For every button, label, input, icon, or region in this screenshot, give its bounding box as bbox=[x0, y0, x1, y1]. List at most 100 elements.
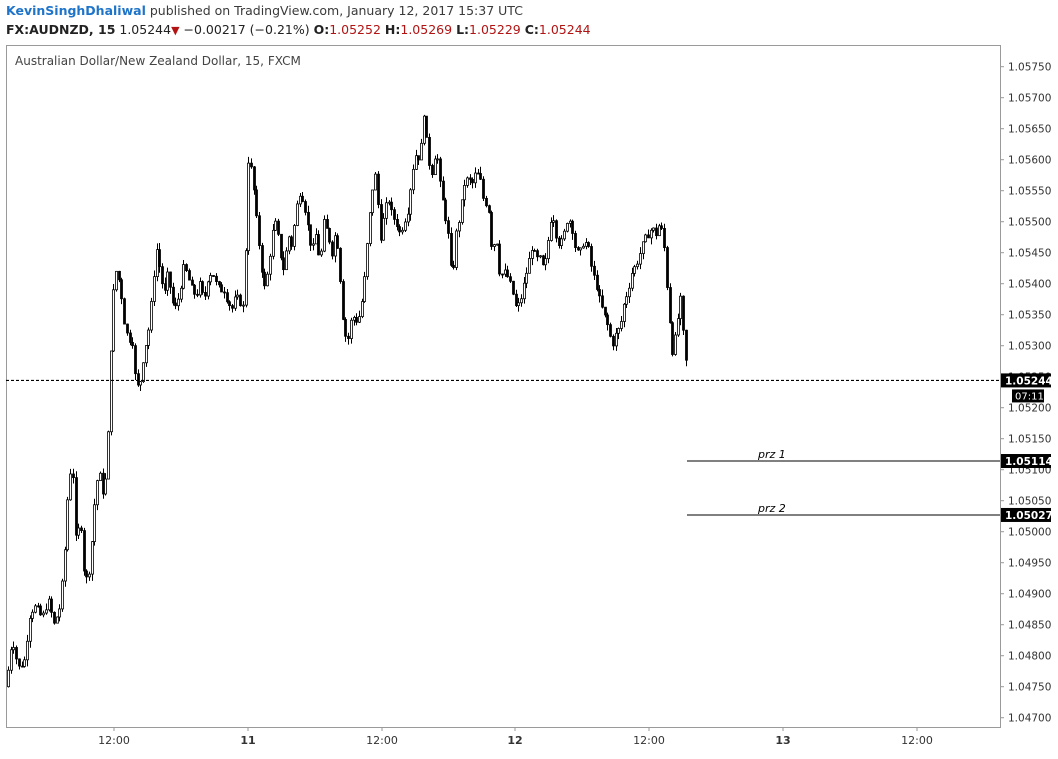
candle-body bbox=[323, 219, 326, 252]
candle-body bbox=[450, 233, 453, 266]
y-tick-label: 1.05500 bbox=[1008, 217, 1051, 229]
candle-body bbox=[239, 294, 242, 307]
y-tick-label: 1.05050 bbox=[1008, 496, 1051, 508]
candle-body bbox=[344, 319, 347, 337]
high-label: H: bbox=[384, 22, 401, 37]
candle-body bbox=[366, 243, 369, 278]
candle-body bbox=[358, 316, 361, 323]
candle-body bbox=[601, 295, 604, 308]
candle-body bbox=[31, 611, 34, 619]
price-chart[interactable]: Australian Dollar/New Zealand Dollar, 15… bbox=[6, 45, 1058, 755]
candle-body bbox=[436, 158, 439, 161]
candle-body bbox=[307, 211, 310, 226]
candle-body bbox=[120, 279, 123, 300]
candle-body bbox=[493, 244, 496, 247]
candle-body bbox=[56, 616, 59, 624]
candle-body bbox=[347, 335, 350, 339]
ohlc-line: FX:AUDNZD, 15 1.05244▼ −0.00217 (−0.21%)… bbox=[6, 22, 591, 37]
candle-body bbox=[377, 173, 380, 205]
candle-body bbox=[466, 177, 469, 186]
chart-area[interactable]: Australian Dollar/New Zealand Dollar, 15… bbox=[6, 45, 1058, 755]
candle-body bbox=[258, 215, 261, 246]
candle-body bbox=[533, 250, 536, 252]
candle-body bbox=[339, 247, 342, 282]
candle-body bbox=[393, 209, 396, 220]
current-price-tag bbox=[1001, 373, 1051, 388]
candle-body bbox=[69, 473, 72, 501]
candle-body bbox=[390, 201, 393, 211]
candle-body bbox=[512, 280, 515, 295]
candle-body bbox=[609, 324, 612, 337]
chart-title: Australian Dollar/New Zealand Dollar, 15… bbox=[15, 54, 301, 68]
candle-body bbox=[463, 185, 466, 201]
y-tick-label: 1.05750 bbox=[1008, 62, 1051, 74]
candle-body bbox=[361, 301, 364, 317]
candle-body bbox=[150, 301, 153, 331]
candle-body bbox=[579, 247, 582, 251]
candle-body bbox=[604, 306, 607, 316]
candle-body bbox=[525, 272, 528, 284]
candle-body bbox=[501, 273, 504, 276]
candle-body bbox=[191, 279, 194, 286]
candle-body bbox=[231, 305, 234, 309]
candle-body bbox=[137, 373, 140, 386]
candle-body bbox=[80, 527, 83, 531]
candle-body bbox=[131, 342, 134, 347]
candle-body bbox=[207, 281, 210, 297]
y-tick-label: 1.04700 bbox=[1008, 713, 1051, 725]
candle-body bbox=[261, 245, 264, 273]
candle-body bbox=[444, 199, 447, 222]
candle-body bbox=[374, 173, 377, 191]
candle-body bbox=[18, 658, 21, 667]
candle-body bbox=[12, 647, 15, 651]
prz-level-name: prz 2 bbox=[757, 502, 786, 515]
candle-body bbox=[469, 177, 472, 180]
candle-body bbox=[434, 158, 437, 176]
y-tick-label: 1.05000 bbox=[1008, 527, 1051, 539]
candle-body bbox=[560, 238, 563, 247]
open-label: O: bbox=[313, 22, 330, 37]
candle-body bbox=[571, 220, 574, 234]
candle-body bbox=[515, 293, 518, 307]
candle-body bbox=[304, 201, 307, 213]
x-tick-label: 12:00 bbox=[366, 734, 398, 747]
candle-body bbox=[223, 291, 226, 294]
candle-body bbox=[245, 250, 248, 306]
candle-body bbox=[631, 273, 634, 289]
candle-body bbox=[253, 166, 256, 191]
candle-body bbox=[64, 549, 67, 582]
y-tick-label: 1.04850 bbox=[1008, 620, 1051, 632]
x-tick-label: 11 bbox=[240, 734, 255, 747]
candle-body bbox=[112, 289, 115, 352]
candle-body bbox=[398, 226, 401, 233]
candle-body bbox=[15, 647, 18, 660]
candle-body bbox=[539, 255, 542, 258]
candle-body bbox=[617, 328, 620, 334]
candle-body bbox=[447, 220, 450, 234]
low-label: L: bbox=[456, 22, 470, 37]
candle-body bbox=[620, 321, 623, 329]
candle-body bbox=[369, 212, 372, 244]
candle-body bbox=[166, 271, 169, 291]
candle-body bbox=[280, 233, 283, 259]
prz-level-tag bbox=[1001, 454, 1051, 469]
y-tick-label: 1.04950 bbox=[1008, 558, 1051, 570]
candle-body bbox=[220, 284, 223, 293]
candle-body bbox=[598, 289, 601, 297]
candle-body bbox=[266, 273, 269, 287]
candle-body bbox=[134, 345, 137, 375]
candle-body bbox=[455, 230, 458, 268]
candle-body bbox=[574, 233, 577, 248]
candle-body bbox=[425, 115, 428, 138]
y-tick-label: 1.05200 bbox=[1008, 403, 1051, 415]
candle-body bbox=[644, 234, 647, 243]
candle-body bbox=[482, 178, 485, 199]
candle-body bbox=[523, 282, 526, 300]
candle-body bbox=[350, 319, 353, 339]
candle-body bbox=[272, 229, 275, 257]
candle-body bbox=[153, 276, 156, 302]
candle-body bbox=[174, 302, 177, 307]
author-link[interactable]: KevinSinghDhaliwal bbox=[6, 3, 146, 18]
candle-body bbox=[263, 271, 266, 287]
y-tick-label: 1.05550 bbox=[1008, 186, 1051, 198]
